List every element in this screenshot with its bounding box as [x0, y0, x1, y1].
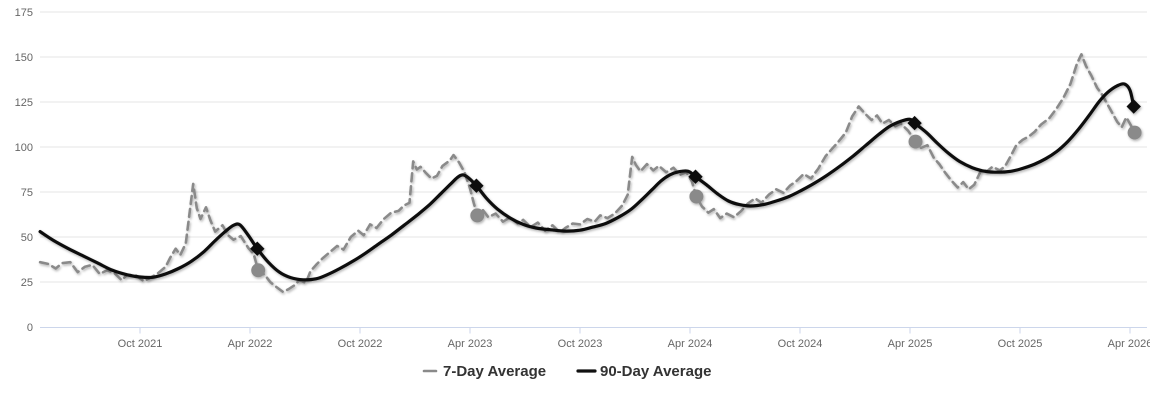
legend-label-90-day: 90-Day Average	[600, 363, 711, 380]
x-axis	[40, 327, 1147, 334]
legend-item-90-day[interactable]: 90-Day Average	[576, 363, 711, 380]
x-axis-label: Apr 2025	[888, 338, 933, 350]
y-axis-label: 0	[27, 322, 33, 334]
x-axis-label: Oct 2023	[558, 338, 603, 350]
seven-day-line[interactable]	[38, 53, 1136, 294]
seven-day-marker[interactable]	[470, 208, 485, 223]
seven-day-series	[38, 53, 1142, 294]
y-axis-label: 25	[21, 277, 33, 289]
x-axis-label: Apr 2022	[228, 338, 273, 350]
ninety-day-marker[interactable]	[907, 115, 922, 131]
x-axis-label: Oct 2022	[338, 338, 383, 350]
seven-day-marker[interactable]	[251, 263, 266, 278]
seven-day-marker[interactable]	[1127, 125, 1142, 140]
y-axis-label: 175	[15, 7, 33, 19]
y-axis-label: 100	[15, 142, 33, 154]
gridlines	[40, 11, 1147, 283]
y-axis-label: 125	[15, 97, 33, 109]
y-axis-label: 150	[15, 52, 33, 64]
y-axis-label: 50	[21, 232, 33, 244]
legend-label-7-day: 7-Day Average	[443, 363, 546, 380]
x-axis-label: Apr 2023	[448, 338, 493, 350]
y-axis-labels: 0 25 50 75 100 125 150 175	[15, 7, 33, 334]
ninety-day-series	[38, 82, 1141, 282]
x-axis-label: Apr 2024	[668, 338, 713, 350]
y-axis-label: 75	[21, 187, 33, 199]
seven-day-marker[interactable]	[689, 189, 704, 204]
ninety-day-marker[interactable]	[688, 169, 703, 184]
x-axis-label: Oct 2025	[998, 338, 1043, 350]
x-axis-label: Apr 2026	[1108, 338, 1150, 350]
legend-item-7-day[interactable]: 7-Day Average	[422, 363, 546, 380]
ninety-day-marker[interactable]	[250, 241, 265, 256]
ninety-day-marker[interactable]	[1126, 99, 1141, 114]
ninety-day-line[interactable]	[38, 82, 1136, 282]
x-axis-label: Oct 2021	[118, 338, 163, 350]
legend: 7-Day Average 90-Day Average	[422, 363, 711, 380]
x-axis-labels: Oct 2021 Apr 2022 Oct 2022 Apr 2023 Oct 2023…	[118, 338, 1150, 350]
seven-day-marker[interactable]	[908, 134, 923, 149]
ninety-day-marker[interactable]	[469, 178, 484, 193]
x-axis-label: Oct 2024	[778, 338, 823, 350]
